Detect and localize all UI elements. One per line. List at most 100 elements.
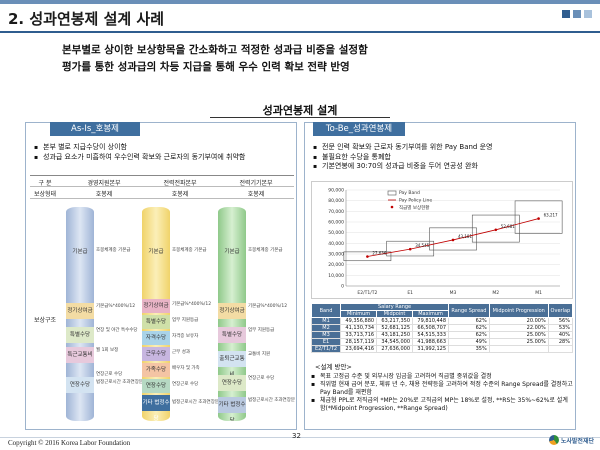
header-cell: 전력기기본부 <box>239 180 273 187</box>
stack-note: 호봉체계중 기본급 <box>96 248 131 253</box>
intro-text: 본부별로 상이한 보상항목을 간소화하고 적정한 성과급 비중을 설정함 평가를… <box>62 42 542 76</box>
asis-panel: As-Is_호봉제 본부 별로 지급수당이 상이함 성과급 요소가 미흡하여 우… <box>25 122 297 430</box>
stack-segment: 기본급 <box>72 249 88 255</box>
progression-cell: 22.00% <box>488 324 549 332</box>
type-cell: 호봉제 <box>95 191 113 198</box>
note-item: 목표 고정급 수준 및 외부시장 임금을 고려하여 직급별 중위값을 결정 <box>311 373 573 381</box>
pay-band-chart: 0 10,000 20,000 30,000 40,000 50,000 60,000 70,… <box>311 181 573 299</box>
stack-note: 교통비 지원 <box>248 352 271 357</box>
spread-cell: 62% <box>448 324 490 332</box>
header-top-bar <box>0 0 600 4</box>
y-tick-label: 0 <box>341 284 344 290</box>
progression-cell <box>488 345 549 353</box>
legend-label: Pay Policy Line <box>399 198 432 204</box>
section-title: 성과연봉제 설계 <box>262 104 338 117</box>
legend-swatch <box>387 190 397 196</box>
note-item: 체급형 PPL로 저직급의 *MP는 20%로 고직급의 MP는 18%로 설정… <box>311 397 573 413</box>
band-cell: E1 <box>310 338 342 346</box>
stack-segment: 연장수당 <box>66 377 94 393</box>
policy-point <box>408 247 412 251</box>
stack-note: 법정근로시간 초과연장분 <box>172 400 219 405</box>
bullet-item: 본부 별로 지급수당이 상이함 <box>34 143 292 153</box>
stack-note: 업무 지원등급 <box>248 328 275 333</box>
column-header: Salary Range <box>340 303 450 311</box>
section-underline <box>210 117 390 118</box>
bullet-item: 불필요한 수당을 통폐합 <box>313 153 571 163</box>
type-cell: 호봉제 <box>247 191 265 198</box>
intro-line: 평가를 통한 성과급의 차등 지급을 통해 우수 인력 확보 전략 반영 <box>62 61 350 73</box>
min-cell: 33,713,716 <box>340 331 378 339</box>
bullet-item: 기본연봉에 30:70의 성과급 비중을 두어 연공성 완화 <box>313 162 571 172</box>
y-tick-label: 70,000 <box>328 209 344 215</box>
policy-point <box>537 217 540 220</box>
stack-segment: 특근교통비 <box>66 347 94 363</box>
pay-band-rect <box>429 227 477 251</box>
band-cell: M1 <box>310 317 342 325</box>
y-tick-label: 50,000 <box>328 230 344 236</box>
asis-tab: As-Is_호봉제 <box>50 122 140 136</box>
progression-cell: 20.00% <box>488 317 549 325</box>
copyright-text: Copyright © 2016 Korea Labor Foundation <box>8 439 131 447</box>
stack-note: 기본급%*400%/12 <box>172 302 212 307</box>
band-cell: M2 <box>310 324 342 332</box>
compensation-stack-2: 기본급 정기상여금 특별수당 자격수당 근무수당 가족수당 연장수당 기타 법정… <box>142 207 170 421</box>
asis-structure-table: 구 분 경영지원본부 전력전파본부 전력기기본부 보상형태 호봉제 호봉제 호봉… <box>30 175 295 425</box>
bullet-item: 성과급 요소가 미흡하여 우수인력 확보와 근로자의 동기부여에 취약함 <box>34 153 292 163</box>
stack-note: 기본급%*400%/12 <box>248 304 288 309</box>
overlap-cell: 56% <box>547 317 574 325</box>
column-header: Midpoint Progression <box>488 303 549 318</box>
stack-note: 연장근로 수당 <box>96 372 123 377</box>
overlap-cell: 40% <box>547 331 574 339</box>
data-label: 43,181 <box>458 234 472 239</box>
header-cell: 경영지원본부 <box>87 180 121 187</box>
header-cell: 구 분 <box>38 180 52 187</box>
legend-label: 직급별 보상현황 <box>399 204 429 211</box>
x-tick-label: E2/T1/T2 <box>357 290 377 296</box>
stack-note: 연장근로 수당 <box>172 382 199 387</box>
compensation-stack-1: 기본급 정기상여금 특별수당 특근교통비 연장수당 <box>66 207 94 421</box>
header-decoration <box>562 10 592 18</box>
max-cell: 41,988,663 <box>412 338 450 346</box>
header-rule <box>0 31 600 33</box>
stack-segment: 출퇴근교통비 <box>218 351 246 378</box>
pay-band-chart-svg: 0 10,000 20,000 30,000 40,000 50,000 60,000 70,… <box>328 188 563 296</box>
max-cell: 79,810,448 <box>412 317 450 325</box>
stack-note: 월 1회 보정 <box>96 348 119 353</box>
stack-note: 호봉체계중 기본급 <box>172 248 207 253</box>
stack-segment: 특별수당 <box>142 315 170 329</box>
stack-segment: 특별수당 <box>218 327 246 343</box>
type-row: 보상형태 호봉제 호봉제 호봉제 <box>30 187 294 199</box>
stack-note: 연장 및 야간 특수수당 <box>96 328 138 333</box>
min-cell: 41,130,734 <box>340 324 378 332</box>
logo-mark-icon <box>548 435 559 445</box>
note-item: 직위별 현재 급여 분포, 체류 년 수, 채용 전략등을 고려하여 적정 수준… <box>311 381 573 397</box>
logo-text: 노사발전재단 <box>560 437 594 445</box>
stack-segment: 기본급 <box>224 249 240 255</box>
compensation-stack-3: 기본급 정기상여금 특별수당 출퇴근교통비 연장수당 기타 법정수당 <box>218 207 246 421</box>
table-header-row: 구 분 경영지원본부 전력전파본부 전력기기본부 <box>30 175 294 187</box>
stack-segment: 연장수당 <box>218 375 246 391</box>
spread-cell: 49% <box>448 338 490 346</box>
stack-segment: 기본급 <box>148 249 164 255</box>
header-cell: 전력전파본부 <box>163 180 197 187</box>
type-cell: 호봉제 <box>171 191 189 198</box>
column-header: Midpoint <box>376 310 414 318</box>
pay-band-table: Band Salary Range Range Spread Midpoint … <box>310 303 574 353</box>
intro-line: 본부별로 상이한 보상항목을 간소화하고 적정한 성과급 비중을 설정함 <box>62 44 368 56</box>
data-label: 34,545 <box>415 243 429 248</box>
column-header: Minimum <box>340 310 378 318</box>
asis-bullets: 본부 별로 지급수당이 상이함 성과급 요소가 미흡하여 우수인력 확보와 근로… <box>34 143 292 162</box>
stack-segment: 근무수당 <box>142 347 170 361</box>
max-cell: 31,992,125 <box>412 345 450 353</box>
stack-segment: 기타 법정수당 <box>218 397 246 421</box>
deco-square <box>584 10 592 18</box>
progression-cell: 25.00% <box>488 338 549 346</box>
table-row: M1 49,356,880 63,217,350 79,810,448 62% … <box>310 317 574 325</box>
legend-label: Pay Band <box>399 190 420 196</box>
stack-note: 업무 지원등급 <box>172 318 199 323</box>
spread-cell: 35% <box>448 345 490 353</box>
y-tick-label: 40,000 <box>328 241 344 247</box>
slide-title: 2. 성과연봉제 설계 사례 <box>8 10 165 28</box>
column-header: Overlap <box>547 303 574 318</box>
footer-rule <box>0 437 600 438</box>
